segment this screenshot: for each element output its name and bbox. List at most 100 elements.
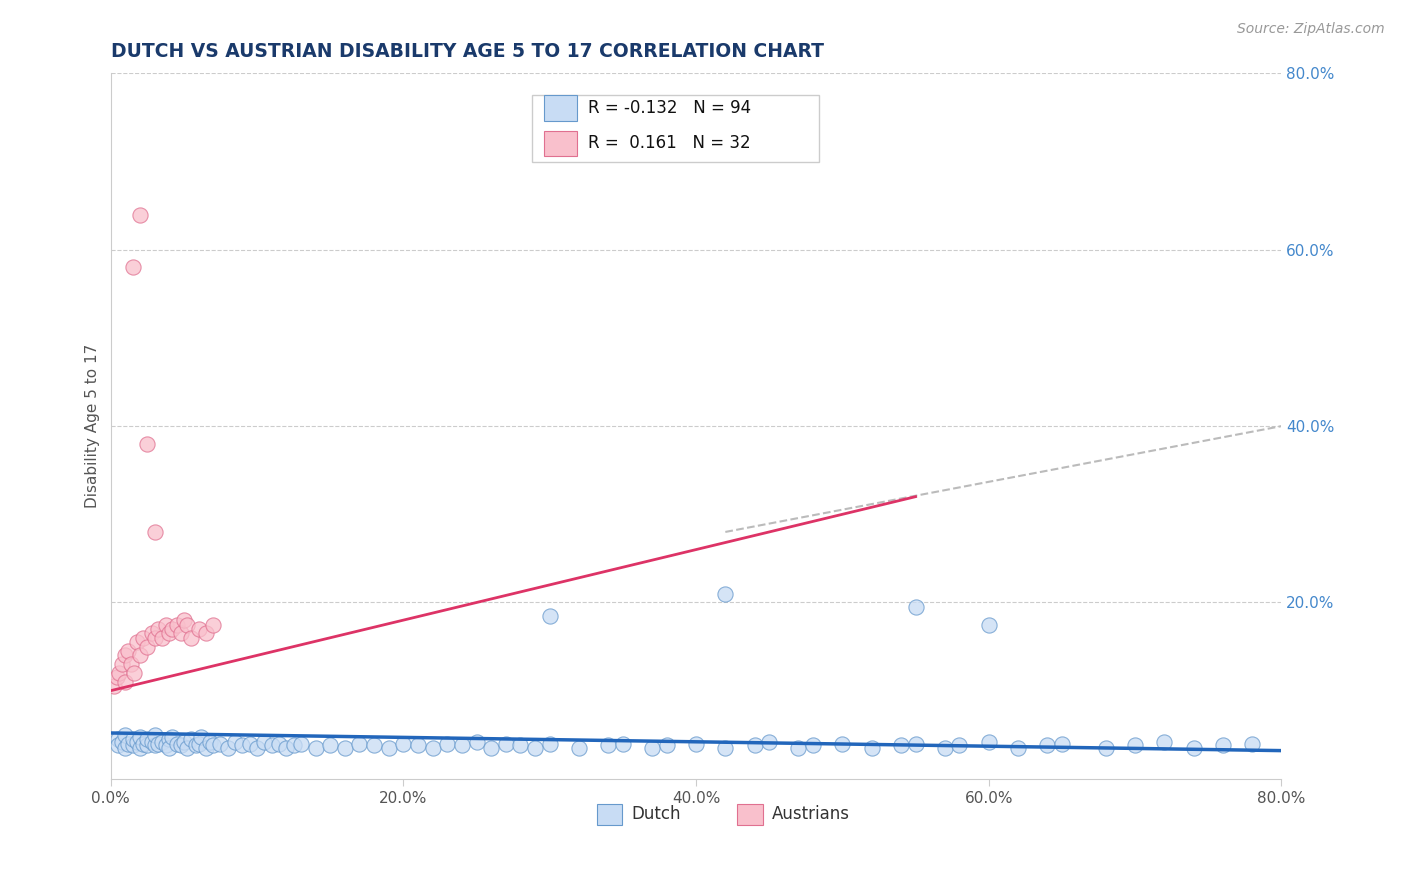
Text: Austrians: Austrians: [772, 805, 851, 823]
Point: [150, 735, 173, 749]
Point: [538, 608, 561, 623]
Point: [451, 739, 474, 753]
Point: [136, 640, 159, 654]
Point: [612, 737, 634, 751]
Point: [685, 737, 707, 751]
Point: [176, 617, 198, 632]
Point: [173, 735, 195, 749]
Point: [1094, 741, 1116, 756]
Point: [117, 737, 139, 751]
Point: [801, 739, 824, 753]
Point: [150, 631, 173, 645]
Point: [422, 741, 444, 756]
Point: [114, 674, 136, 689]
Point: [107, 739, 129, 753]
Point: [1036, 739, 1059, 753]
Point: [132, 737, 155, 751]
Point: [146, 737, 169, 751]
Point: [160, 622, 183, 636]
Point: [143, 524, 166, 539]
Point: [977, 617, 1000, 632]
Point: [904, 737, 927, 751]
Point: [111, 735, 134, 749]
Point: [103, 679, 125, 693]
Point: [377, 741, 399, 756]
Point: [239, 737, 262, 751]
Point: [1123, 739, 1146, 753]
Text: DUTCH VS AUSTRIAN DISABILITY AGE 5 TO 17 CORRELATION CHART: DUTCH VS AUSTRIAN DISABILITY AGE 5 TO 17…: [111, 42, 824, 61]
FancyBboxPatch shape: [596, 804, 623, 825]
Point: [290, 737, 312, 751]
FancyBboxPatch shape: [544, 130, 576, 156]
Point: [180, 732, 202, 747]
Point: [1182, 741, 1205, 756]
Point: [184, 739, 207, 753]
FancyBboxPatch shape: [531, 95, 818, 161]
Point: [436, 737, 458, 751]
Point: [641, 741, 664, 756]
Point: [977, 735, 1000, 749]
Text: R = -0.132   N = 94: R = -0.132 N = 94: [588, 99, 751, 117]
Point: [122, 666, 145, 681]
Point: [187, 622, 209, 636]
Point: [190, 730, 212, 744]
Text: R =  0.161   N = 32: R = 0.161 N = 32: [588, 135, 751, 153]
Point: [568, 741, 591, 756]
Point: [160, 730, 183, 744]
Point: [173, 613, 195, 627]
Point: [655, 739, 678, 753]
Point: [714, 587, 737, 601]
Point: [860, 741, 883, 756]
Point: [276, 741, 298, 756]
Point: [141, 626, 163, 640]
Point: [117, 644, 139, 658]
Point: [143, 728, 166, 742]
Point: [598, 739, 620, 753]
Point: [253, 735, 276, 749]
Point: [465, 735, 488, 749]
Point: [114, 648, 136, 663]
Point: [1153, 735, 1175, 749]
Point: [509, 739, 531, 753]
Point: [524, 741, 547, 756]
Point: [121, 739, 143, 753]
Text: Source: ZipAtlas.com: Source: ZipAtlas.com: [1237, 22, 1385, 37]
Point: [787, 741, 810, 756]
Point: [479, 741, 502, 756]
Point: [114, 741, 136, 756]
Point: [187, 737, 209, 751]
Point: [120, 657, 142, 672]
Point: [180, 631, 202, 645]
Point: [319, 739, 342, 753]
Point: [155, 617, 177, 632]
Point: [136, 739, 159, 753]
FancyBboxPatch shape: [544, 95, 576, 120]
Point: [107, 732, 129, 747]
Point: [170, 626, 193, 640]
Point: [246, 741, 269, 756]
Point: [904, 599, 927, 614]
Point: [758, 735, 780, 749]
Point: [157, 626, 180, 640]
Point: [202, 617, 225, 632]
Point: [260, 739, 283, 753]
Point: [170, 739, 193, 753]
Point: [1212, 739, 1234, 753]
Point: [194, 741, 217, 756]
Point: [934, 741, 956, 756]
Point: [495, 737, 517, 751]
Point: [125, 635, 148, 649]
Point: [209, 737, 232, 751]
Point: [890, 739, 912, 753]
FancyBboxPatch shape: [737, 804, 763, 825]
Point: [129, 741, 152, 756]
Point: [143, 739, 166, 753]
Point: [231, 739, 253, 753]
Point: [136, 732, 159, 747]
Point: [155, 739, 177, 753]
Point: [217, 741, 239, 756]
Point: [129, 648, 152, 663]
Point: [194, 626, 217, 640]
Point: [141, 735, 163, 749]
Point: [136, 436, 159, 450]
